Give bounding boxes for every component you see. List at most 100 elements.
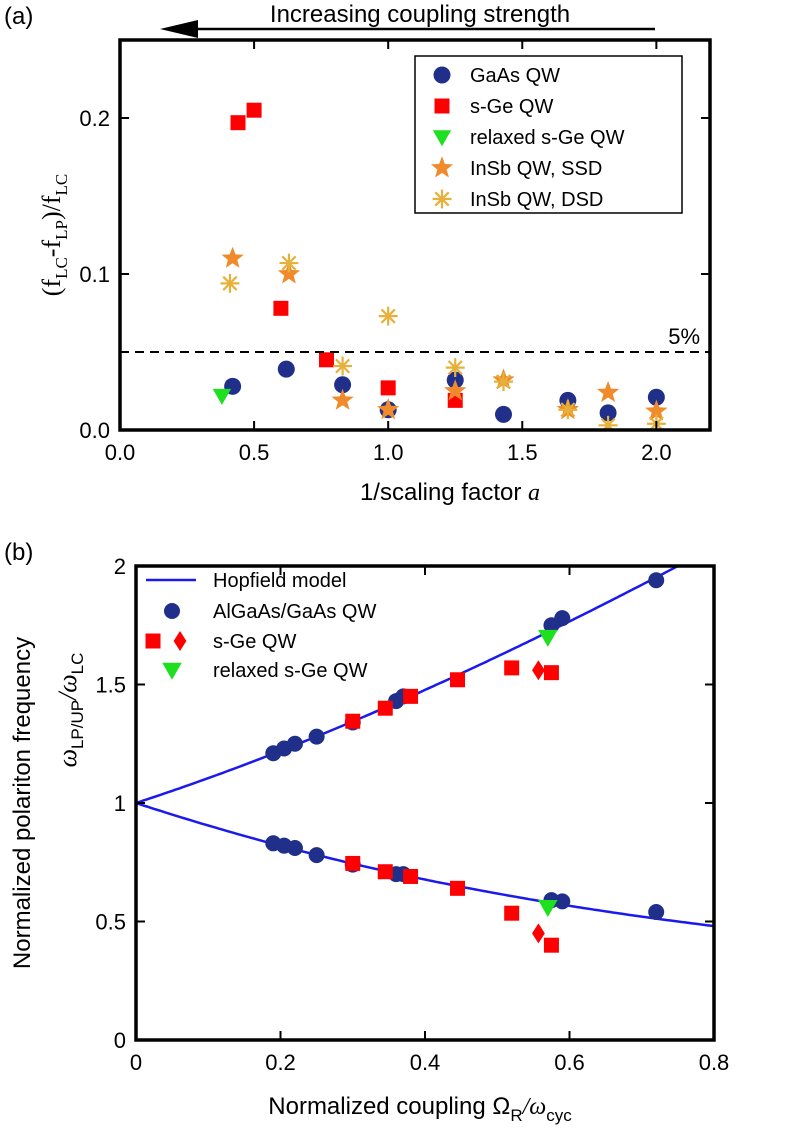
y-tick-label: 0.0 xyxy=(79,418,110,443)
data-point xyxy=(538,900,558,918)
plot-a-axes: 0.0 0.5 1.0 1.5 2.0 0.0 0.1 0.2 xyxy=(79,38,712,465)
data-point xyxy=(598,415,618,430)
plot-b-data xyxy=(136,566,714,953)
data-point xyxy=(504,660,520,676)
legend-label: relaxed s-Ge QW xyxy=(213,660,368,682)
plot-a-ylabel: (fLC-fLP)/fLC xyxy=(37,174,71,297)
data-point xyxy=(230,115,246,131)
data-point xyxy=(334,376,352,394)
data-point xyxy=(308,728,325,745)
data-point xyxy=(277,360,295,378)
data-point xyxy=(279,253,299,273)
data-point xyxy=(246,102,262,118)
y-tick-label: 0 xyxy=(114,1028,126,1053)
data-point xyxy=(558,400,578,420)
data-point xyxy=(645,399,668,421)
data-point xyxy=(450,880,466,896)
legend-marker xyxy=(145,633,161,649)
y-tick-label: 1.5 xyxy=(95,673,126,698)
legend-marker xyxy=(432,130,452,147)
legend-marker xyxy=(162,662,182,680)
plot-a-legend: GaAs QW s-Ge QW relaxed s-Ge QW InSb QW, SS… xyxy=(414,55,683,214)
data-point xyxy=(647,388,665,406)
plot-b-ylabel: Normalized polariton frequency xyxy=(9,637,36,969)
data-point xyxy=(597,380,620,402)
data-point xyxy=(377,864,393,880)
data-point xyxy=(377,700,393,716)
data-point xyxy=(599,404,617,422)
x-tick-label: 1.5 xyxy=(507,440,538,465)
legend-marker xyxy=(434,98,450,114)
data-point xyxy=(286,735,303,752)
plot-a-data xyxy=(212,102,668,430)
legend-marker xyxy=(164,603,180,619)
x-tick-label: 0.0 xyxy=(105,440,136,465)
legend-label: s-Ge QW xyxy=(213,631,296,653)
x-tick-label: 0 xyxy=(130,1050,142,1075)
plot-frame xyxy=(118,38,712,432)
data-point xyxy=(331,388,354,410)
legend-label: relaxed s-Ge QW xyxy=(470,127,625,149)
y-tick-label: 0.1 xyxy=(79,262,110,287)
x-tick-label: 0.4 xyxy=(410,1050,441,1075)
y-tick-label: 2 xyxy=(114,554,126,579)
legend-label: AlGaAs/GaAs QW xyxy=(213,601,376,623)
data-point xyxy=(380,380,396,396)
x-tick-label: 1.0 xyxy=(373,440,404,465)
data-point xyxy=(648,572,665,589)
data-point xyxy=(450,672,466,688)
data-point xyxy=(554,610,571,627)
data-point xyxy=(403,868,419,884)
data-point xyxy=(345,713,361,729)
data-point xyxy=(494,372,513,392)
legend-label: s-Ge QW xyxy=(470,96,553,118)
legend-marker xyxy=(430,156,454,178)
data-point xyxy=(532,660,545,681)
plot-b-legend: Hopfield model AlGaAs/GaAs QW s-Ge QW relax… xyxy=(145,570,376,682)
threshold-label: 5% xyxy=(668,324,700,349)
data-point xyxy=(221,246,244,268)
data-point xyxy=(538,629,558,647)
data-point xyxy=(543,665,559,681)
data-point xyxy=(319,352,334,368)
data-point xyxy=(543,937,559,953)
data-point xyxy=(212,388,232,405)
hopfield-upper-branch xyxy=(136,566,681,805)
legend-marker xyxy=(432,189,452,209)
x-tick-label: 0.6 xyxy=(554,1050,585,1075)
data-point xyxy=(220,273,240,293)
data-point xyxy=(345,855,361,871)
data-point xyxy=(377,398,400,420)
y-tick-label: 0.5 xyxy=(95,910,126,935)
x-tick-label: 2.0 xyxy=(641,440,672,465)
data-point xyxy=(277,262,301,284)
data-point xyxy=(504,905,520,921)
x-tick-label: 0.5 xyxy=(239,440,270,465)
data-point xyxy=(532,923,545,944)
data-point xyxy=(444,379,467,401)
panel-b-label: (b) xyxy=(4,539,33,566)
hopfield-lower-branch xyxy=(136,801,714,928)
data-point xyxy=(445,358,465,378)
data-point xyxy=(286,840,303,857)
panel-a-label: (a) xyxy=(4,3,33,30)
data-point xyxy=(495,405,512,423)
plot-b-ylabel-symbol: ωLP/UP/ωLC xyxy=(53,653,87,768)
data-point xyxy=(273,300,289,316)
coupling-annotation: Increasing coupling strength xyxy=(270,1,570,28)
plot-b-xlabel: Normalized coupling ΩR/ωcyc xyxy=(268,1093,572,1125)
plot-a-xlabel: 1/scaling factor a xyxy=(360,479,540,506)
data-point xyxy=(308,847,325,864)
y-tick-label: 0.2 xyxy=(79,106,110,131)
legend-label: InSb QW, DSD xyxy=(470,189,603,211)
legend-marker xyxy=(173,631,187,651)
x-tick-label: 0.2 xyxy=(265,1050,296,1075)
legend-label: InSb QW, SSD xyxy=(470,158,602,180)
y-tick-label: 1 xyxy=(114,791,126,816)
data-point xyxy=(648,904,665,921)
legend-label: GaAs QW xyxy=(470,65,560,87)
legend-label: Hopfield model xyxy=(213,570,346,592)
data-point xyxy=(378,306,398,326)
legend-marker xyxy=(433,66,451,84)
